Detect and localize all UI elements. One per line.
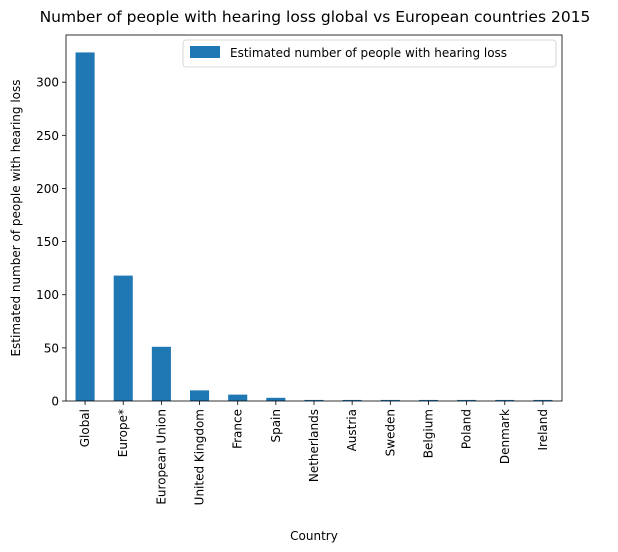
legend-swatch (190, 46, 220, 58)
x-tick-label: Spain (269, 409, 283, 443)
bar-spain (266, 397, 286, 401)
x-tick-label: United Kingdom (193, 409, 207, 505)
x-tick-label: Denmark (498, 409, 512, 464)
legend-box (182, 39, 557, 68)
bar-denmark (495, 399, 515, 401)
bar-france (228, 394, 248, 401)
plot-frame (65, 34, 563, 402)
x-tick-label: European Union (154, 409, 168, 505)
x-axis-label: Country (290, 529, 338, 543)
bars-group (75, 52, 553, 402)
chart-title: Number of people with hearing loss globa… (40, 8, 591, 26)
y-tick-label: 0 (51, 395, 59, 409)
legend: Estimated number of people with hearing … (182, 39, 557, 68)
x-tick-label: Netherlands (307, 409, 321, 482)
y-tick-label: 50 (44, 341, 59, 355)
bar-global (75, 52, 95, 402)
y-tick-label: 200 (36, 182, 59, 196)
x-tick-label: Austria (345, 409, 359, 451)
bar-austria (342, 399, 362, 401)
y-tick-label: 250 (36, 129, 59, 143)
y-axis: 0 50 100 150 200 250 300 (36, 76, 66, 409)
bar-ireland (533, 399, 553, 401)
x-axis: Global Europe* European Union United Kingdo… (78, 401, 550, 505)
y-tick-label: 100 (36, 288, 59, 302)
y-axis-label: Estimated number of people with hearing … (9, 79, 23, 356)
y-tick-label: 300 (36, 76, 59, 90)
bar-netherlands (304, 399, 324, 401)
bar-poland (457, 399, 477, 401)
bar-sweden (380, 399, 400, 401)
x-tick-label: France (231, 409, 245, 449)
x-tick-label: Sweden (383, 409, 397, 456)
bar-europe (113, 275, 133, 401)
x-tick-label: Poland (460, 409, 474, 449)
x-tick-label: Ireland (536, 409, 550, 451)
x-tick-label: Global (78, 409, 92, 447)
x-tick-label: Europe* (116, 409, 130, 457)
x-tick-label: Belgium (421, 409, 435, 458)
bar-united-kingdom (190, 390, 210, 401)
legend-label: Estimated number of people with hearing … (230, 46, 507, 60)
bar-belgium (418, 399, 438, 401)
bar-european-union (151, 346, 171, 401)
y-tick-label: 150 (36, 235, 59, 249)
